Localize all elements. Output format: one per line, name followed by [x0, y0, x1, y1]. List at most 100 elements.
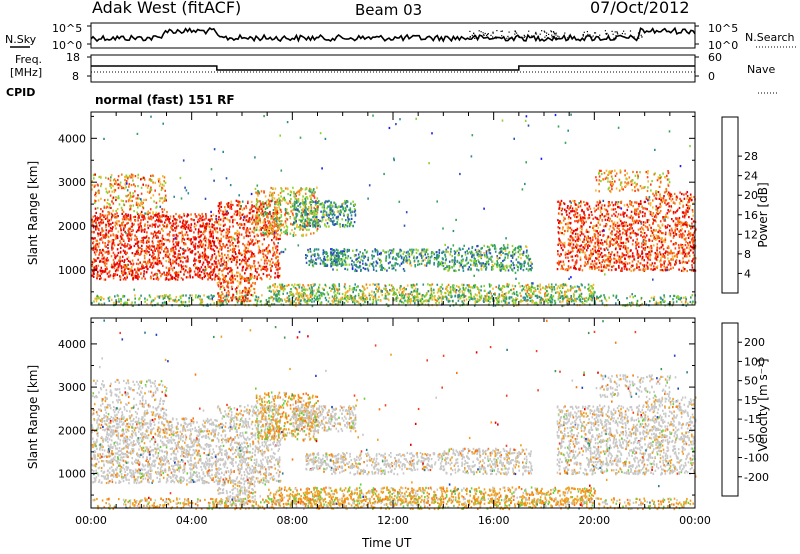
scatter-cell [99, 238, 101, 241]
scatter-cell [93, 231, 95, 234]
scatter-cell [244, 261, 247, 264]
scatter-cell [110, 255, 113, 258]
scatter-cell [267, 216, 269, 219]
scatter-cell [329, 219, 331, 222]
scatter-cell [205, 215, 207, 218]
scatter-cell [268, 201, 270, 204]
scatter-cell [139, 246, 142, 249]
scatter-cell [190, 213, 192, 216]
scatter-cell [226, 234, 229, 237]
scatter-cell [136, 271, 138, 274]
scatter-cell [158, 212, 160, 215]
scatter-cell [104, 214, 107, 217]
scatter-cell [295, 195, 297, 198]
scatter-cell [110, 234, 112, 237]
scatter-cell [500, 268, 503, 271]
scatter-cell [287, 188, 289, 191]
scatter-cell [238, 249, 240, 252]
scatter-cell [114, 213, 116, 216]
scatter-cell [138, 275, 140, 278]
scatter-cell [174, 229, 177, 232]
scatter-cell [309, 190, 312, 193]
scatter-cell [312, 225, 314, 228]
scatter-cell [163, 180, 165, 183]
scatter-cell [350, 214, 353, 217]
scatter-cell [150, 232, 153, 235]
scatter-cell [496, 262, 499, 265]
freq-panel-frame [90, 54, 696, 83]
scatter-cell [165, 260, 167, 263]
scatter-cell [273, 235, 276, 238]
scatter-cell [117, 175, 120, 178]
scatter-cell [218, 212, 221, 215]
scatter-cell [302, 228, 304, 231]
scatter-cell [119, 224, 121, 227]
scatter-cell [97, 232, 99, 235]
scatter-cell [117, 215, 119, 218]
scatter-cell [304, 225, 306, 228]
scatter-cell [107, 236, 110, 239]
scatter-cell [123, 271, 126, 274]
scatter-cell [355, 263, 357, 267]
scatter-cell [472, 264, 475, 267]
scatter-cell [124, 242, 126, 245]
scatter-cell [161, 186, 163, 189]
scatter-cell [135, 271, 137, 274]
scatter-cell [154, 181, 156, 184]
scatter-cell [312, 222, 314, 225]
scatter-cell [97, 227, 100, 231]
scatter-cell [308, 221, 310, 224]
scatter-cell [344, 209, 346, 213]
scatter-cell [330, 251, 332, 254]
scatter-cell [304, 292, 306, 295]
scatter-cell [236, 256, 238, 259]
scatter-cell [165, 266, 168, 269]
scatter-cell [125, 266, 128, 269]
scatter-cell [392, 256, 395, 259]
scatter-cell [212, 235, 214, 238]
scatter-cell [522, 287, 525, 291]
scatter-cell [108, 219, 111, 222]
scatter-cell [353, 203, 356, 206]
scatter-cell [302, 284, 304, 287]
scatter-cell [230, 203, 232, 206]
scatter-cell [345, 263, 348, 266]
scatter-cell [204, 250, 206, 253]
scatter-cell [178, 232, 180, 235]
scatter-cell [235, 263, 237, 266]
scatter-cell [134, 234, 136, 237]
scatter-cell [397, 296, 399, 300]
nsearch-label: N.Search [745, 31, 795, 44]
scatter-cell [440, 291, 443, 294]
scatter-cell [104, 242, 106, 245]
scatter-cell [235, 199, 238, 202]
scatter-cell [451, 265, 453, 269]
scatter-cell [241, 208, 244, 211]
scatter-cell [241, 213, 243, 216]
scatter-cell [205, 267, 208, 270]
scatter-cell [417, 293, 419, 296]
scatter-cell [259, 202, 262, 205]
scatter-cell [144, 297, 146, 300]
scatter-cell [281, 190, 283, 193]
scatter-cell [422, 283, 425, 286]
scatter-cell [232, 245, 235, 248]
scatter-cell [185, 259, 188, 262]
scatter-cell [237, 236, 240, 239]
scatter-cell [346, 204, 348, 207]
scatter-cell [129, 217, 132, 220]
scatter-cell [123, 270, 125, 273]
scatter-cell [429, 284, 431, 287]
scatter-cell [121, 212, 123, 215]
scatter-cell [116, 254, 119, 257]
scatter-cell [153, 223, 155, 226]
scatter-cell [457, 299, 460, 302]
scatter-cell [238, 241, 241, 244]
scatter-cell [427, 261, 430, 264]
scatter-cell [161, 227, 163, 230]
scatter-cell [269, 191, 271, 194]
scatter-cell [106, 267, 108, 271]
scatter-cell [463, 244, 465, 247]
scatter-cell [104, 270, 106, 273]
scatter-cell [163, 196, 166, 199]
